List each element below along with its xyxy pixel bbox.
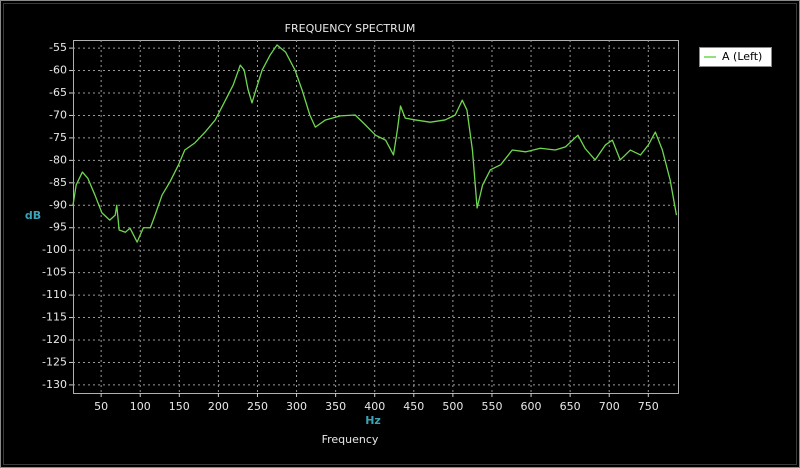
x-tick-label: 700	[599, 400, 620, 413]
x-tick-label: 750	[638, 400, 659, 413]
y-tick-label: -100	[42, 243, 67, 256]
x-tick-label: 250	[247, 400, 268, 413]
x-tick-label: 50	[94, 400, 108, 413]
y-tick-label: -85	[49, 176, 67, 189]
x-tick-label: 150	[169, 400, 190, 413]
x-axis-label: Frequency	[322, 433, 379, 446]
spectrum-line	[72, 44, 678, 243]
x-tick-label: 300	[286, 400, 307, 413]
x-tick-label: 350	[325, 400, 346, 413]
chart-title: FREQUENCY SPECTRUM	[285, 22, 416, 35]
x-tick-label: 550	[481, 400, 502, 413]
legend-box	[699, 47, 772, 67]
y-tick-label: -70	[49, 108, 67, 121]
y-tick-label: -125	[42, 355, 67, 368]
x-tick-label: 400	[364, 400, 385, 413]
y-tick-label: -130	[42, 378, 67, 391]
x-tick-label: 100	[130, 400, 151, 413]
x-tick-label: 650	[560, 400, 581, 413]
y-axis-label: dB	[25, 209, 41, 222]
x-axis-unit: Hz	[365, 414, 381, 427]
legend-label: A (Left)	[722, 50, 762, 63]
y-tick-label: -120	[42, 333, 67, 346]
y-tick-label: -115	[42, 311, 67, 324]
y-tick-label: -105	[42, 266, 67, 279]
y-tick-label: -65	[49, 86, 67, 99]
x-tick-label: 500	[442, 400, 463, 413]
x-tick-label: 600	[521, 400, 542, 413]
y-tick-label: -60	[49, 64, 67, 77]
y-tick-label: -110	[42, 288, 67, 301]
y-tick-label: -90	[49, 198, 67, 211]
y-tick-label: -55	[49, 41, 67, 54]
x-tick-label: 200	[208, 400, 229, 413]
inner-frame	[3, 3, 797, 465]
y-tick-label: -95	[49, 221, 67, 234]
plot-frame	[73, 40, 679, 394]
x-tick-label: 450	[403, 400, 424, 413]
y-tick-label: -80	[49, 153, 67, 166]
y-tick-label: -75	[49, 131, 67, 144]
